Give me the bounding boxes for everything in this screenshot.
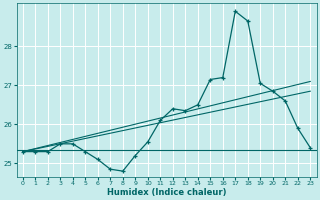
X-axis label: Humidex (Indice chaleur): Humidex (Indice chaleur) xyxy=(107,188,226,197)
